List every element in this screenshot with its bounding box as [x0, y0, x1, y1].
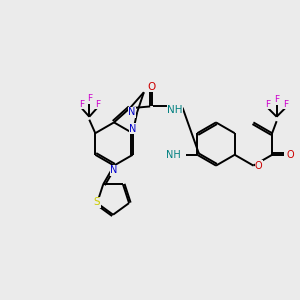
Text: S: S [94, 197, 101, 207]
Text: F: F [265, 100, 270, 109]
Text: F: F [87, 94, 92, 103]
Text: NH: NH [166, 150, 181, 160]
Text: N: N [110, 165, 118, 175]
Text: O: O [148, 82, 156, 92]
Text: N: N [129, 124, 136, 134]
Text: F: F [79, 100, 84, 109]
Text: O: O [255, 160, 262, 171]
Text: F: F [95, 100, 100, 109]
Text: N: N [128, 107, 136, 117]
Text: F: F [283, 100, 288, 109]
Text: NH: NH [167, 105, 183, 115]
Text: F: F [274, 95, 279, 104]
Text: O: O [286, 150, 294, 160]
